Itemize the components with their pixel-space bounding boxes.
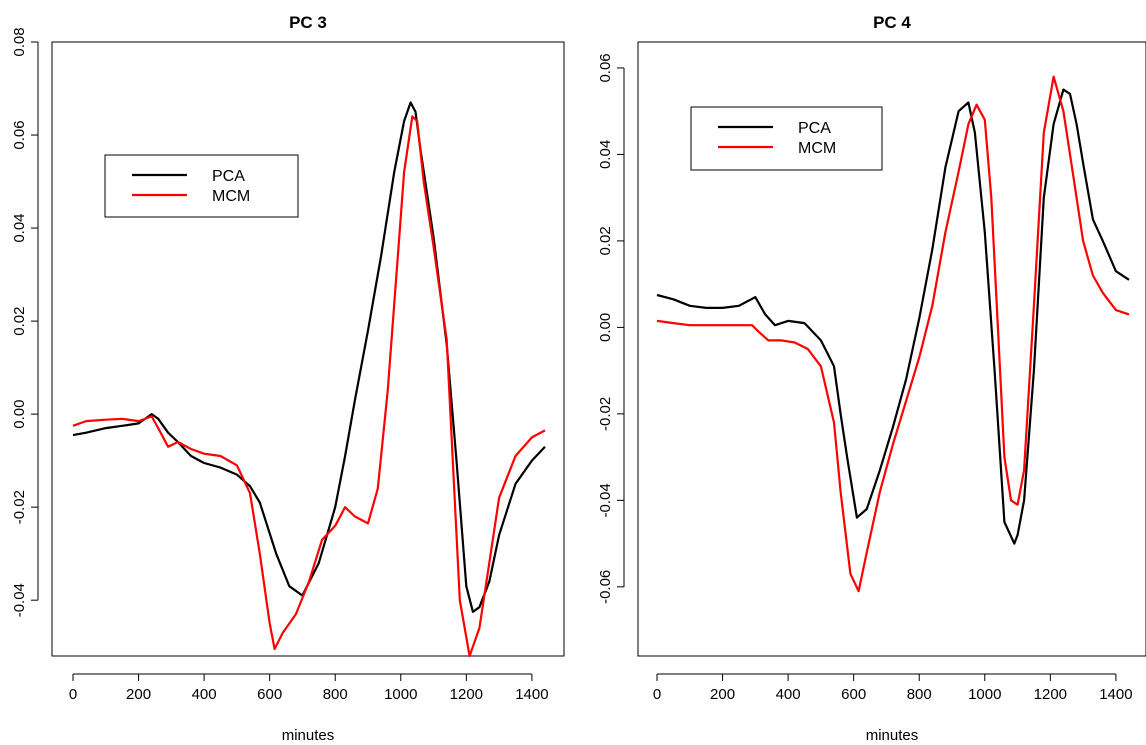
y-tick-label: 0.00	[597, 313, 614, 342]
y-tick-label: 0.08	[11, 27, 28, 56]
chart-panel-1: PC 3 0 200 400 600 800 1000 1200 1400 minutes -0.0…	[11, 13, 565, 744]
legend: PCA MCM	[690, 106, 883, 171]
x-tick-label: 600	[257, 686, 282, 703]
y-tick-label: 0.02	[11, 306, 28, 335]
x-tick-label: 0	[653, 686, 661, 703]
y-tick-label: 0.04	[11, 213, 28, 242]
plot-frame	[51, 41, 565, 657]
x-axis-label: minutes	[866, 727, 919, 744]
legend-label-pca: PCA	[212, 168, 245, 185]
legend-box	[690, 106, 883, 171]
y-tick-label: 0.00	[11, 400, 28, 429]
plot-frame	[637, 41, 1146, 657]
legend: PCA MCM	[104, 154, 299, 218]
y-tick-label: 0.04	[597, 140, 614, 169]
y-tick-label: -0.02	[11, 490, 28, 524]
series-line-pca	[656, 88, 1130, 545]
y-tick-label: 0.06	[11, 120, 28, 149]
chart-title: PC 4	[873, 13, 911, 32]
x-tick-label: 800	[907, 686, 932, 703]
legend-label-mcm: MCM	[212, 188, 250, 205]
y-tick-label: -0.04	[11, 583, 28, 617]
series-line-mcm	[72, 115, 546, 658]
x-tick-label: 200	[710, 686, 735, 703]
x-tick-label: 1400	[515, 686, 548, 703]
x-tick-label: 400	[192, 686, 217, 703]
y-tick-label: -0.04	[597, 483, 614, 517]
y-tick-label: 0.06	[597, 53, 614, 82]
x-tick-label: 600	[841, 686, 866, 703]
chart-title: PC 3	[289, 13, 327, 32]
x-tick-label: 1200	[450, 686, 483, 703]
y-tick-label: -0.06	[597, 570, 614, 604]
legend-box	[104, 154, 299, 218]
x-tick-label: 1000	[968, 686, 1001, 703]
x-tick-label: 0	[69, 686, 77, 703]
y-tick-label: -0.02	[597, 397, 614, 431]
x-axis-label: minutes	[282, 727, 335, 744]
x-tick-label: 800	[323, 686, 348, 703]
x-tick-label: 1400	[1099, 686, 1132, 703]
legend-label-pca: PCA	[798, 120, 831, 137]
x-tick-label: 1200	[1034, 686, 1067, 703]
x-tick-label: 1000	[384, 686, 417, 703]
x-tick-label: 400	[776, 686, 801, 703]
chart-panel-2: PC 4 0 200 400 600 800 1000 1200 1400 minutes -0.0…	[597, 13, 1146, 744]
y-tick-label: 0.02	[597, 226, 614, 255]
x-tick-label: 200	[126, 686, 151, 703]
series-line-mcm	[656, 75, 1130, 593]
series-line-pca	[72, 101, 546, 613]
legend-label-mcm: MCM	[798, 140, 836, 157]
